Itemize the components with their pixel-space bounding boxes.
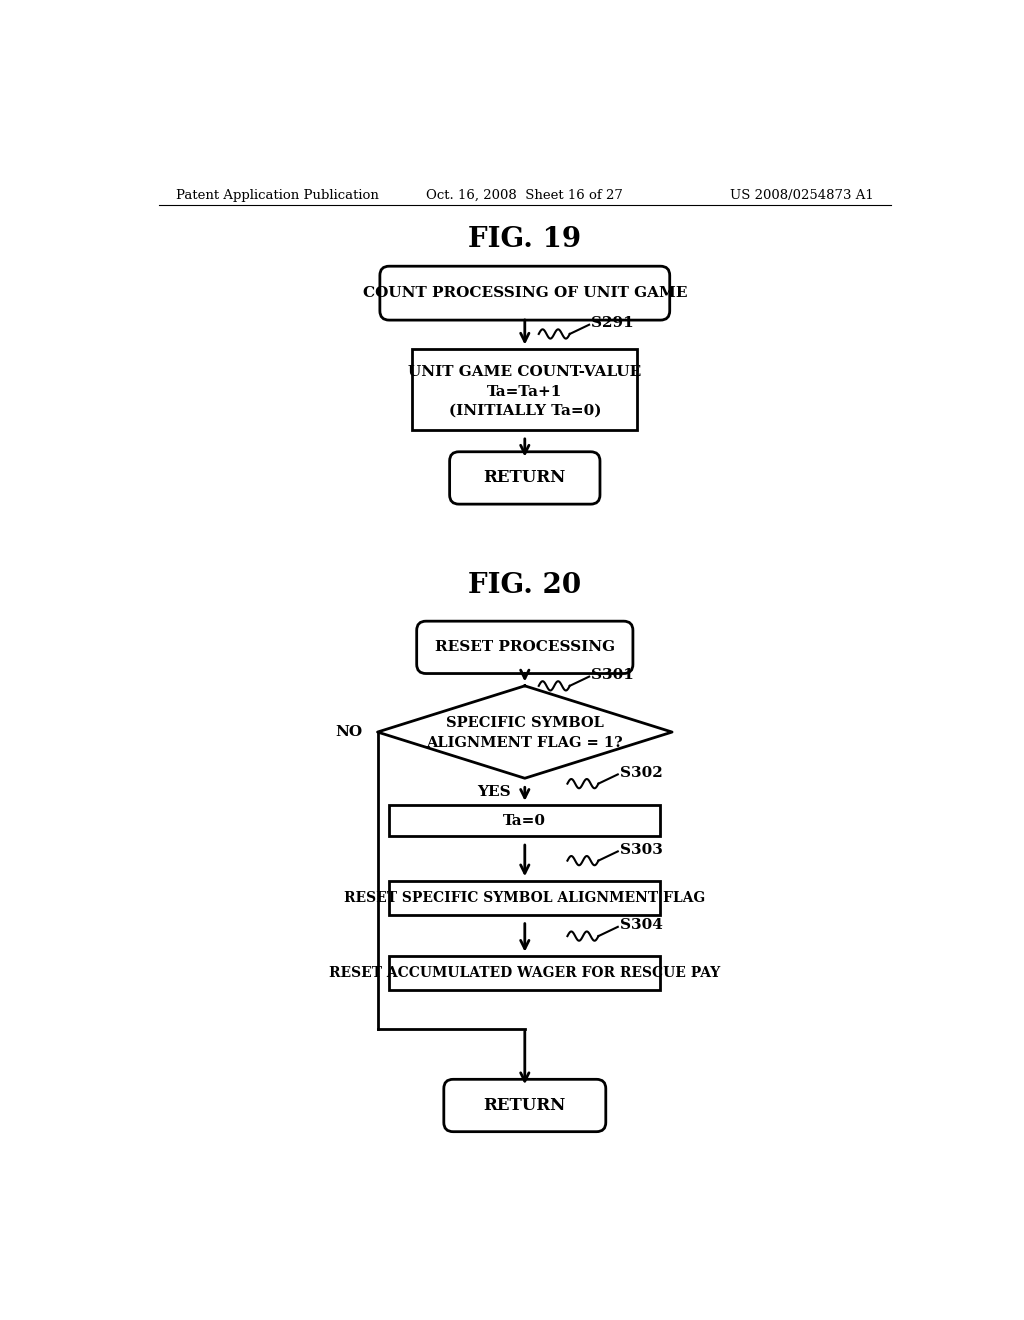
FancyBboxPatch shape [413, 348, 637, 430]
FancyBboxPatch shape [443, 1080, 606, 1131]
Text: US 2008/0254873 A1: US 2008/0254873 A1 [730, 189, 873, 202]
Text: UNIT GAME COUNT-VALUE: UNIT GAME COUNT-VALUE [409, 366, 641, 379]
Text: S302: S302 [621, 766, 663, 780]
FancyBboxPatch shape [389, 956, 660, 990]
Text: SPECIFIC SYMBOL: SPECIFIC SYMBOL [445, 715, 604, 730]
Text: COUNT PROCESSING OF UNIT GAME: COUNT PROCESSING OF UNIT GAME [362, 286, 687, 300]
Text: Oct. 16, 2008  Sheet 16 of 27: Oct. 16, 2008 Sheet 16 of 27 [426, 189, 624, 202]
Text: Ta=0: Ta=0 [504, 813, 546, 828]
Text: YES: YES [477, 785, 511, 799]
Text: RESET PROCESSING: RESET PROCESSING [435, 640, 614, 655]
FancyBboxPatch shape [389, 805, 660, 836]
Text: ALIGNMENT FLAG = 1?: ALIGNMENT FLAG = 1? [426, 735, 624, 750]
Text: S291: S291 [592, 317, 634, 330]
Text: RESET ACCUMULATED WAGER FOR RESCUE PAY: RESET ACCUMULATED WAGER FOR RESCUE PAY [329, 966, 721, 979]
Text: FIG. 19: FIG. 19 [468, 226, 582, 252]
FancyBboxPatch shape [380, 267, 670, 321]
Text: S304: S304 [621, 919, 663, 932]
FancyBboxPatch shape [389, 880, 660, 915]
Text: (INITIALLY Ta=0): (INITIALLY Ta=0) [449, 404, 601, 418]
Text: FIG. 20: FIG. 20 [468, 573, 582, 599]
Text: RETURN: RETURN [483, 470, 566, 487]
FancyBboxPatch shape [450, 451, 600, 504]
Text: Ta=Ta+1: Ta=Ta+1 [487, 385, 562, 400]
Text: RETURN: RETURN [483, 1097, 566, 1114]
Text: S303: S303 [621, 843, 663, 857]
Text: RESET SPECIFIC SYMBOL ALIGNMENT FLAG: RESET SPECIFIC SYMBOL ALIGNMENT FLAG [344, 891, 706, 904]
Text: S301: S301 [592, 668, 634, 682]
Text: Patent Application Publication: Patent Application Publication [176, 189, 379, 202]
Text: NO: NO [335, 725, 362, 739]
FancyBboxPatch shape [417, 622, 633, 673]
